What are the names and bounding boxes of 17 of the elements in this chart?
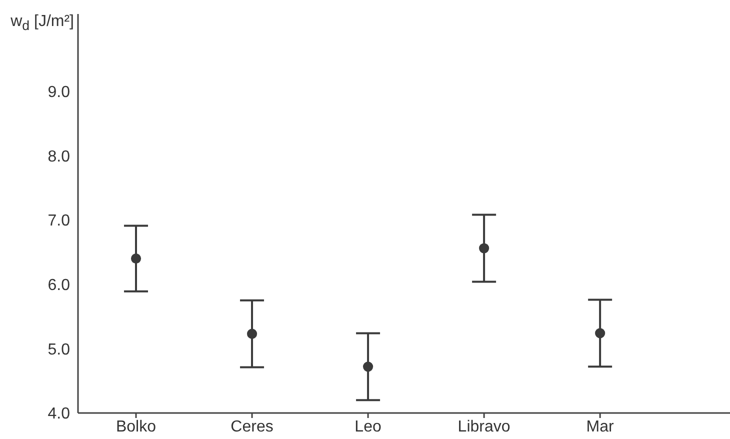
y-tick-label: 4.0 (48, 406, 70, 423)
point (595, 328, 606, 338)
point (246, 328, 258, 339)
x-tick-label: Ceres (230, 418, 274, 436)
y-tick-label: 8.0 (48, 148, 70, 166)
x-tick-label: Libravo (458, 418, 510, 436)
x-tick-label: Leo (354, 418, 382, 436)
point (362, 362, 374, 372)
y-tick-label: 6.0 (48, 276, 70, 294)
y-tick-label: 9.0 (48, 84, 70, 101)
point (479, 243, 490, 254)
x-tick-label: Mar (586, 418, 615, 436)
y-axis-title: w$_{d}$ [J/m²] (10, 12, 74, 36)
y-tick-label: 5.0 (48, 341, 70, 358)
y-tick-label: 7.0 (48, 212, 70, 230)
point (130, 254, 142, 264)
x-tick-label: Bolko (116, 418, 156, 436)
